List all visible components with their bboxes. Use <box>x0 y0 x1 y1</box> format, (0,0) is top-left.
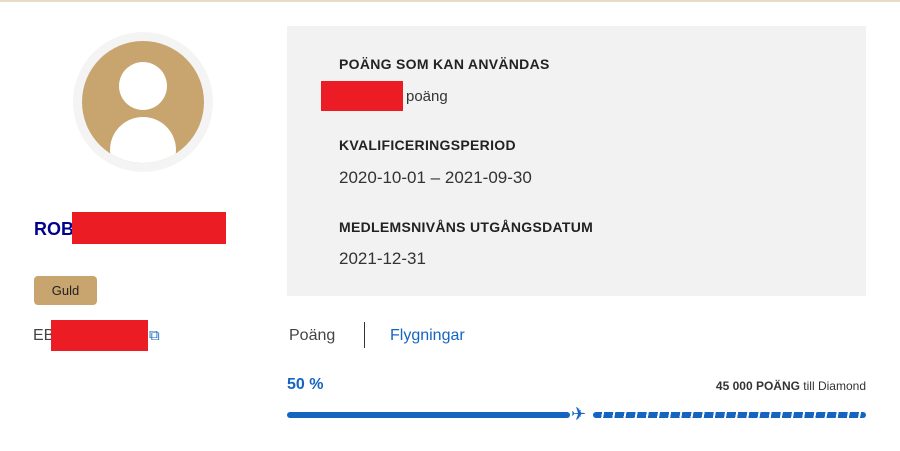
points-label: POÄNG SOM KAN ANVÄNDAS <box>339 56 550 72</box>
tab-divider <box>364 322 365 348</box>
expiry-value: 2021-12-31 <box>339 249 426 268</box>
redacted-member-number <box>51 320 148 351</box>
airplane-icon: ✈ <box>571 404 587 424</box>
member-number: EB <box>33 327 55 344</box>
period-label: KVALIFICERINGSPERIOD <box>339 137 516 153</box>
period-value: 2020-10-01 – 2021-09-30 <box>339 168 532 187</box>
tier-badge: Guld <box>34 276 97 305</box>
avatar <box>73 32 213 172</box>
top-divider <box>0 0 900 2</box>
progress-goal: 45 000 POÄNG till Diamond <box>715 379 866 393</box>
user-icon <box>82 41 204 163</box>
progress-bar-remaining <box>593 412 866 418</box>
progress-bar-filled <box>287 412 570 418</box>
expiry-label: MEDLEMSNIVÅNS UTGÅNGSDATUM <box>339 219 594 235</box>
tab-points[interactable]: Poäng <box>289 327 336 344</box>
points-card: POÄNG SOM KAN ANVÄNDAS poäng KVALIFICERI… <box>287 26 866 296</box>
member-name: ROB <box>34 219 74 239</box>
redacted-name <box>72 212 226 244</box>
redacted-points <box>321 81 403 111</box>
copy-icon[interactable]: ⧉ <box>149 327 160 344</box>
points-unit: poäng <box>406 88 448 105</box>
progress-percent: 50 % <box>287 376 324 393</box>
tab-flights[interactable]: Flygningar <box>390 327 465 344</box>
